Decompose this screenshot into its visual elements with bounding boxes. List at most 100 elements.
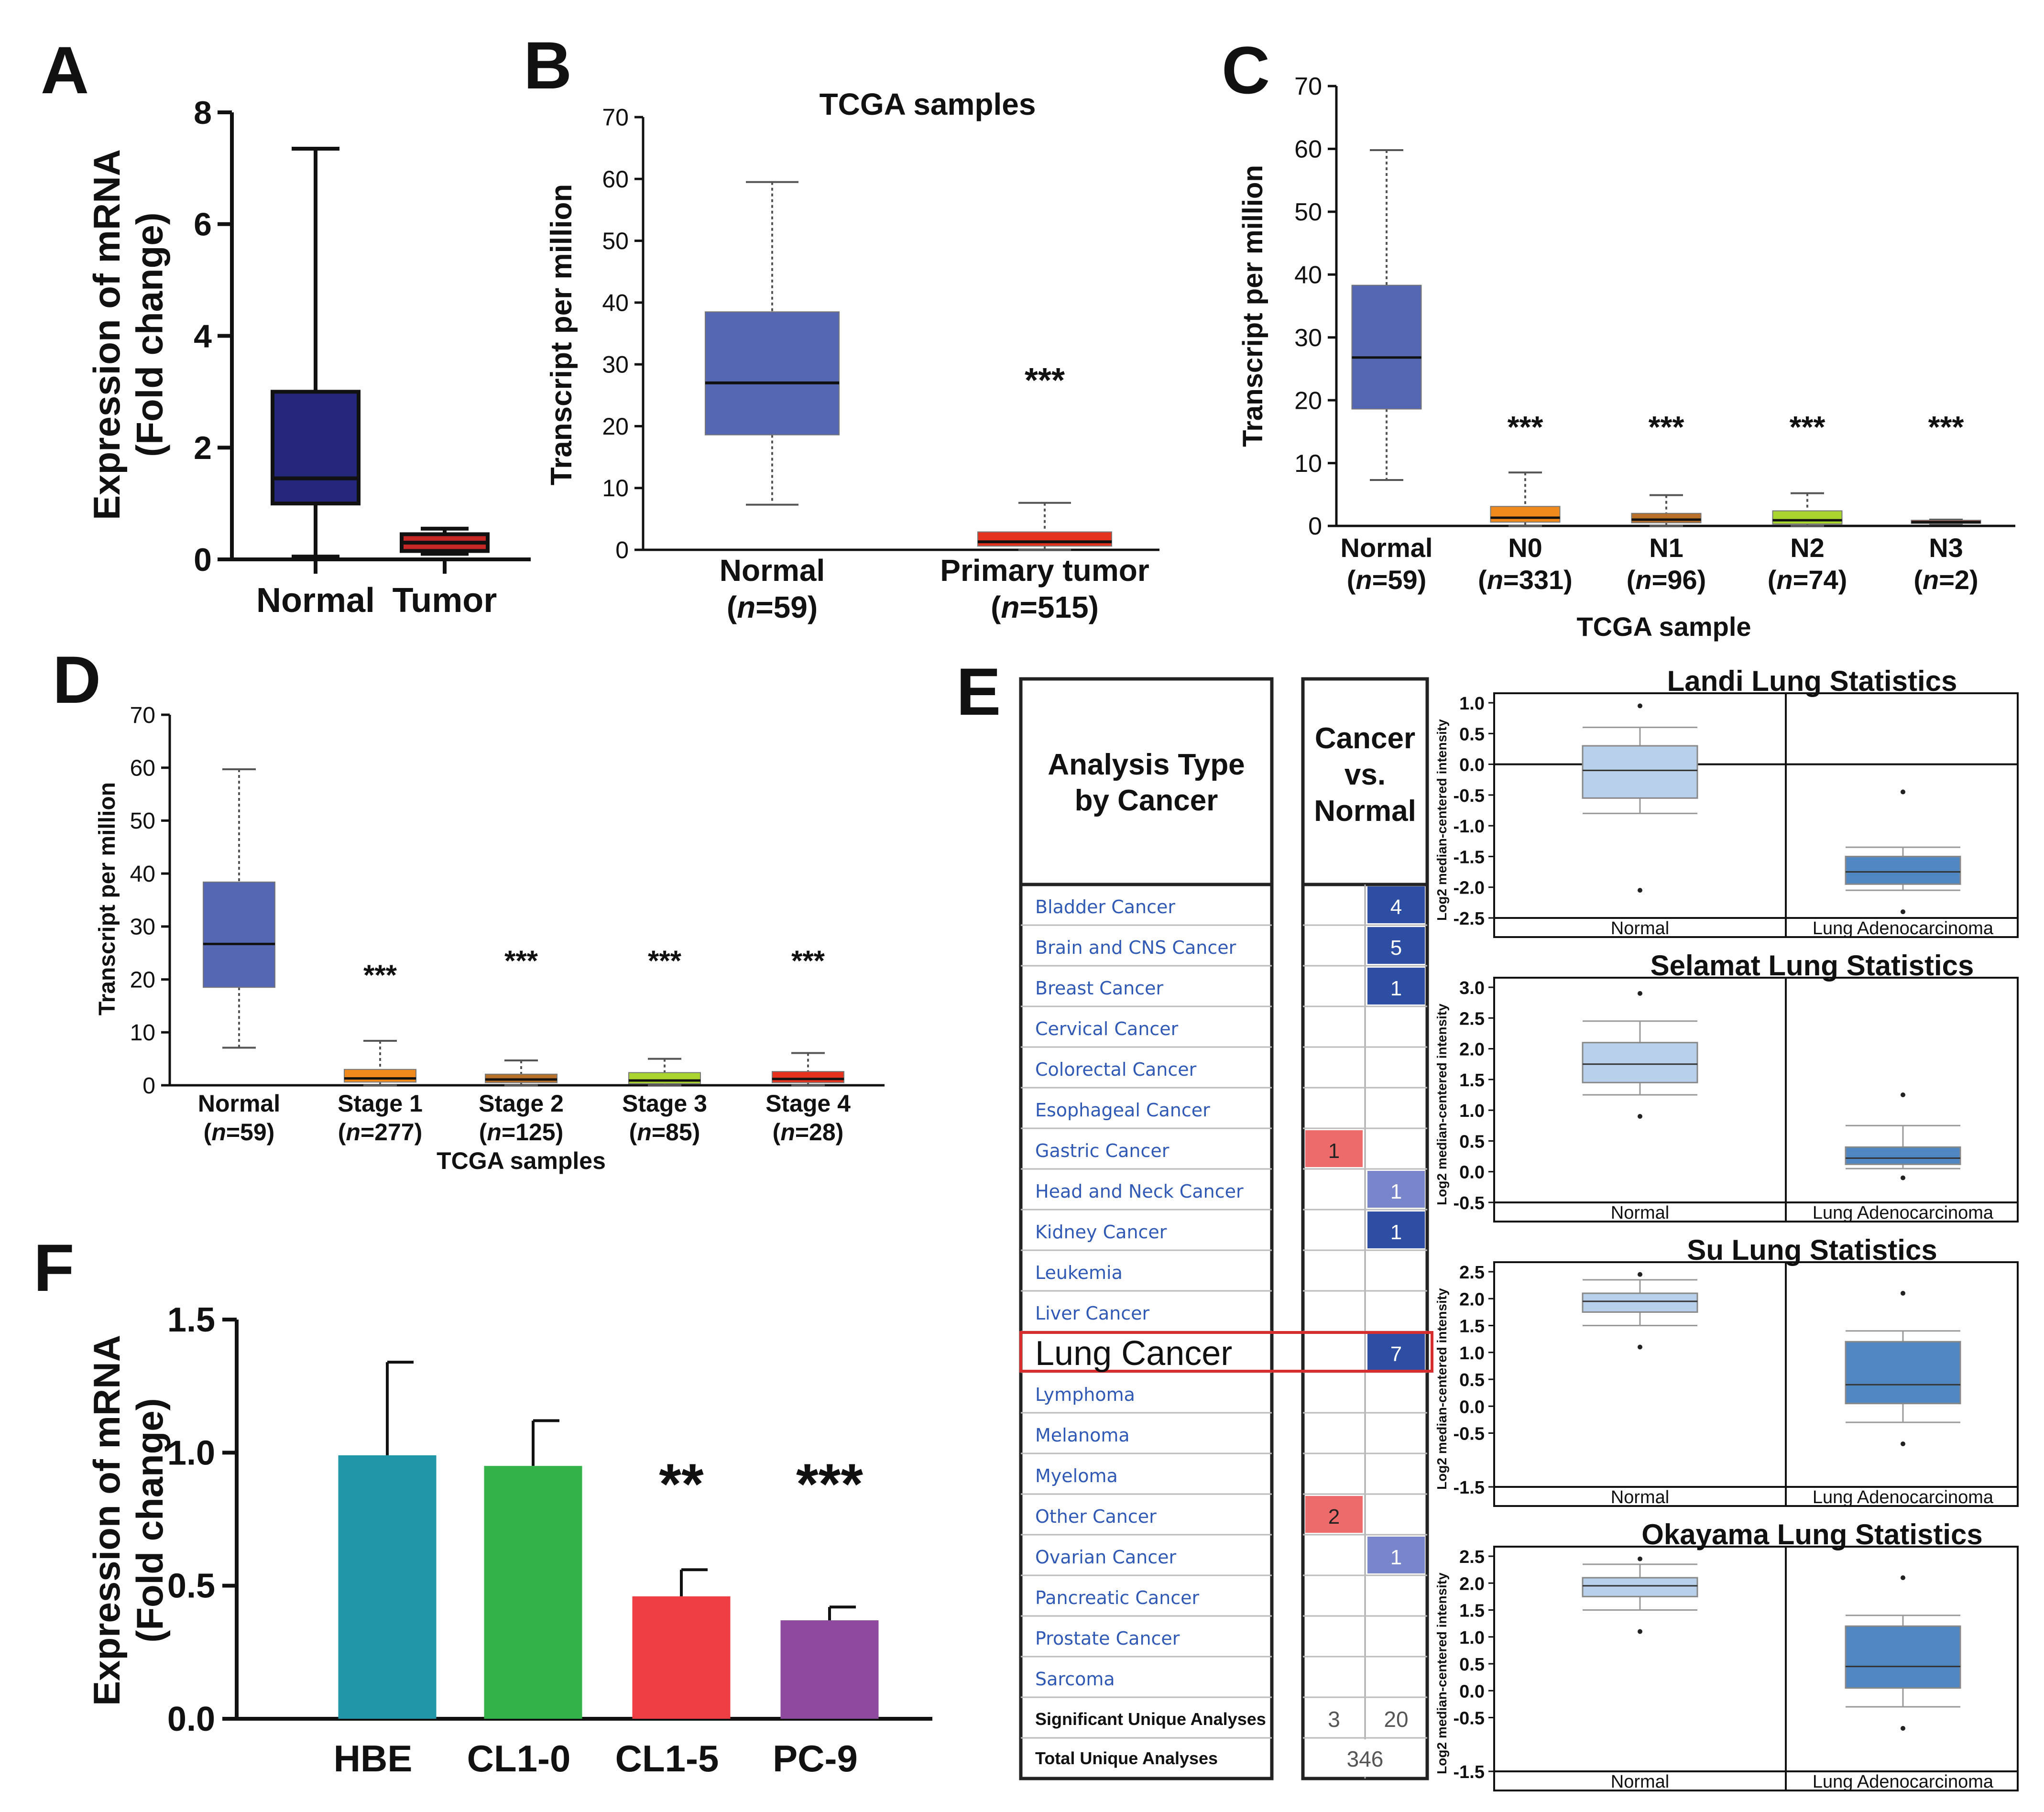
y-tick-label: 20 (1294, 387, 1322, 415)
bar-cl1-0 (484, 1466, 582, 1719)
cancer-type-label: Prostate Cancer (1035, 1628, 1180, 1649)
y-tick-label: 10 (602, 475, 629, 502)
cancer-type-label: Lung Cancer (1035, 1334, 1232, 1373)
cancer-type-label: Myeloma (1035, 1465, 1118, 1486)
y-axis-label: Transcript per million (545, 184, 578, 485)
y-axis-label-2: (Fold change) (129, 1398, 171, 1642)
x-tick-label: HBE (334, 1737, 413, 1779)
box-normal (705, 311, 840, 436)
outlier-point (1638, 1344, 1642, 1350)
chart-title: Landi Lung Statistics (1667, 665, 1957, 697)
outlier-point (1901, 1092, 1905, 1097)
panel-d: D 0 10 20 30 40 50 60 70 Transcript per million TC… (53, 642, 885, 1174)
outlier-point (1638, 991, 1642, 996)
y-tick-label: -0.5 (1454, 1424, 1485, 1444)
y-axis-label: Log2 median-centered intensity (1434, 1004, 1449, 1205)
y-tick-label: 0 (142, 1073, 155, 1099)
significance-mark: *** (1928, 410, 1964, 444)
panel-c: C 0 10 20 30 40 50 60 70 Transcript per million TC… (1222, 33, 2015, 642)
outlier-point (1901, 909, 1905, 915)
panel-letter: F (33, 1230, 75, 1305)
box-1 (1845, 1146, 1961, 1165)
panel-letter: E (956, 654, 1001, 729)
panel-f: F 0.0 0.5 1.0 1.5 Expression of mRNA (Fold cha… (33, 1230, 932, 1779)
outlier-point (1638, 1272, 1642, 1277)
y-tick-label: 70 (1294, 73, 1322, 100)
y-axis-label: Transcript per million (95, 782, 120, 1015)
x-tick-label: Normal (198, 1090, 280, 1117)
cancer-type-label: Head and Neck Cancer (1035, 1181, 1244, 1202)
y-tick-label: 70 (602, 104, 629, 131)
x-tick-label: Tumor (393, 581, 497, 620)
y-tick-label: 50 (130, 808, 155, 834)
y-tick-label: -2.0 (1454, 878, 1485, 898)
cancer-type-label: Kidney Cancer (1035, 1222, 1167, 1243)
significance-mark: *** (791, 945, 825, 977)
chart-title: Su Lung Statistics (1687, 1234, 1937, 1266)
x-tick-n-label: (n=2) (1913, 565, 1978, 595)
footer-merge-mask (1363, 1739, 1367, 1777)
box-n1 (1631, 513, 1702, 524)
bar-cl1-5 (632, 1596, 731, 1719)
y-tick-label: 2.5 (1459, 1263, 1485, 1283)
y-tick-label: -1.5 (1454, 1478, 1485, 1498)
outlier-point (1638, 703, 1642, 709)
y-axis-label-2: (Fold change) (129, 212, 171, 457)
x-tick-label: N1 (1649, 533, 1683, 563)
x-tick-n-label: (n=277) (338, 1119, 422, 1146)
x-tick-label: Lung Adenocarcinoma (1813, 918, 1994, 939)
y-tick-label: 20 (602, 413, 629, 440)
x-axis-label: TCGA sample (1576, 611, 1751, 642)
y-tick-label: 0.5 (1459, 1132, 1485, 1152)
box-1 (1845, 1625, 1961, 1689)
y-tick-label: 0.5 (1459, 724, 1485, 744)
y-tick-label: 2.5 (1459, 1009, 1485, 1029)
y-tick-label: 50 (602, 228, 629, 254)
x-tick-n-label: (n=74) (1768, 565, 1847, 595)
y-axis-label: Expression of mRNA (86, 1335, 128, 1706)
y-tick-label: 70 (130, 703, 155, 728)
y-axis-label: Log2 median-centered intensity (1434, 1288, 1449, 1490)
x-tick-label: Normal (720, 553, 825, 588)
x-tick-n-label: (n=331) (1478, 565, 1573, 595)
cell-down-value: 5 (1390, 936, 1402, 960)
y-tick-label: -0.5 (1454, 1193, 1485, 1213)
x-tick-n-label: (n=59) (204, 1119, 275, 1146)
header-cancer-vs-normal: vs. (1344, 758, 1386, 791)
y-tick-label: 1.5 (1459, 1317, 1485, 1337)
footer-total-label: Total Unique Analyses (1035, 1748, 1218, 1768)
bar-pc-9 (780, 1620, 879, 1719)
cancer-type-label: Colorectal Cancer (1035, 1059, 1197, 1080)
outlier-point (1638, 1629, 1642, 1634)
y-tick-label: 0 (194, 542, 212, 578)
y-tick-label: 10 (130, 1020, 155, 1046)
y-tick-label: 0.0 (167, 1700, 215, 1738)
cancer-type-label: Pancreatic Cancer (1035, 1587, 1200, 1608)
x-tick-label: Normal (1611, 1772, 1669, 1792)
outlier-point (1638, 1114, 1642, 1119)
x-tick-n-label: (n=59) (727, 590, 818, 624)
outlier-point (1638, 888, 1642, 893)
y-tick-label: -0.5 (1454, 786, 1485, 806)
x-tick-label: Normal (1611, 918, 1669, 939)
outlier-point (1901, 1175, 1905, 1180)
footer-total-count: 346 (1347, 1747, 1384, 1771)
outlier-point (1901, 789, 1905, 795)
y-tick-label: 2.0 (1459, 1040, 1485, 1060)
y-tick-label: 40 (1294, 261, 1322, 289)
cancer-type-label: Gastric Cancer (1035, 1140, 1170, 1161)
panel-e-su-plot: Su Lung Statistics 2.5 2.0 1.5 1.0 0.5 0.0 -0.5… (1434, 1234, 2019, 1507)
panel-letter: D (53, 642, 101, 717)
significance-mark: *** (1790, 410, 1825, 444)
y-tick-label: 1.5 (167, 1301, 215, 1339)
y-tick-label: 50 (1294, 198, 1322, 226)
y-tick-label: -1.5 (1454, 847, 1485, 867)
cell-down-value: 7 (1390, 1343, 1402, 1366)
x-tick-n-label: (n=96) (1627, 565, 1706, 595)
x-tick-label: Normal (1611, 1487, 1669, 1507)
box-0 (1582, 1292, 1698, 1313)
significance-mark: *** (363, 959, 397, 991)
cancer-type-label: Esophageal Cancer (1035, 1100, 1210, 1121)
y-axis-label: Transcript per million (1237, 165, 1268, 447)
